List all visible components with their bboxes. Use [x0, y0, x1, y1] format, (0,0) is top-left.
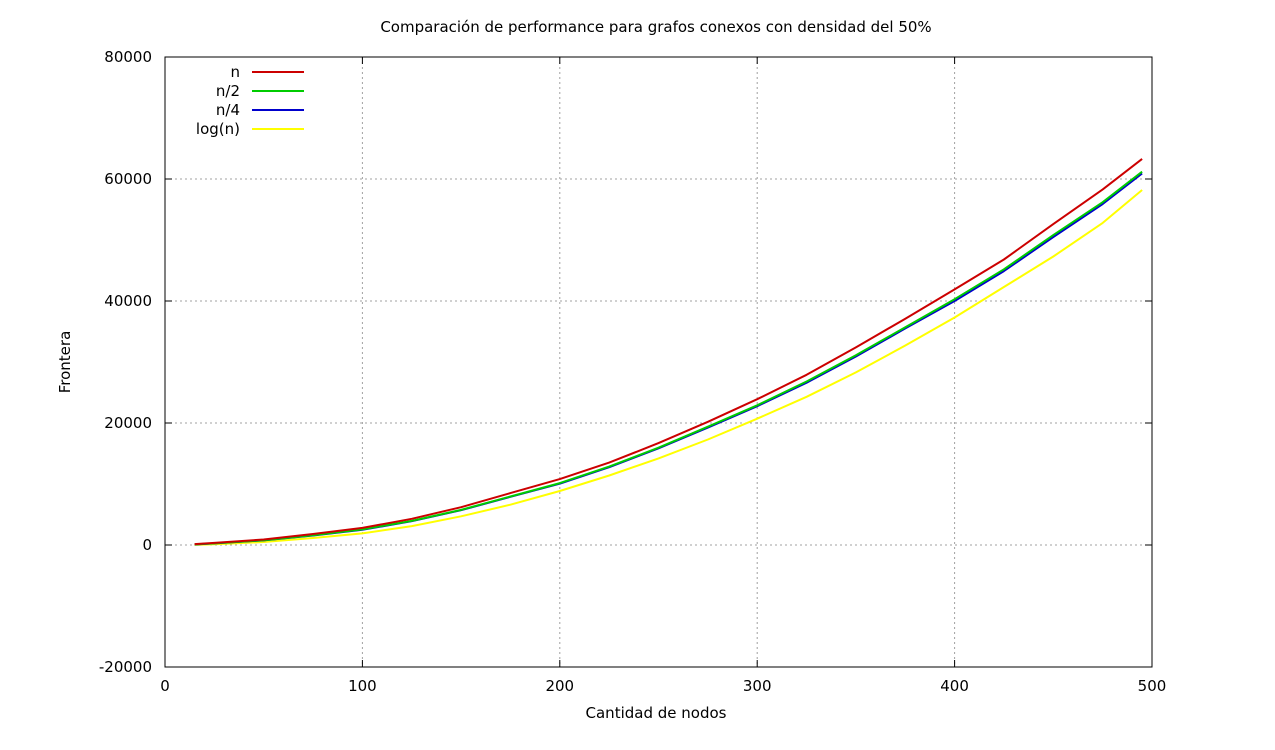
grid	[165, 57, 1152, 667]
chart-title: Comparación de performance para grafos c…	[380, 18, 931, 36]
x-tick-label: 400	[940, 677, 969, 695]
legend-label: log(n)	[196, 120, 240, 138]
x-axis-label: Cantidad de nodos	[586, 704, 727, 722]
plot-frame	[164, 56, 1153, 668]
y-axis-label: Frontera	[56, 331, 74, 394]
y-tick-label: 60000	[104, 170, 152, 188]
legend-label: n	[230, 63, 240, 81]
y-tick-label: 80000	[104, 48, 152, 66]
y-tick-label: 40000	[104, 292, 152, 310]
x-tick-label: 500	[1138, 677, 1167, 695]
y-tick-label: -20000	[99, 658, 152, 676]
ticks: 0 100 200 300 400 500 -20000 0 20000 40000 60000 80…	[99, 48, 1166, 695]
series-lines	[194, 158, 1143, 546]
x-tick-label: 300	[743, 677, 772, 695]
y-tick-label: 0	[142, 536, 152, 554]
legend-label: n/2	[216, 82, 240, 100]
y-tick-label: 20000	[104, 414, 152, 432]
series-line-n-2	[194, 170, 1143, 546]
series-line-n-4	[194, 172, 1143, 546]
x-tick-label: 200	[545, 677, 574, 695]
x-tick-label: 100	[348, 677, 377, 695]
legend-label: n/4	[216, 101, 240, 119]
series-line-n	[194, 158, 1143, 546]
series-line-log-n-	[194, 189, 1143, 546]
x-tick-label: 0	[160, 677, 170, 695]
